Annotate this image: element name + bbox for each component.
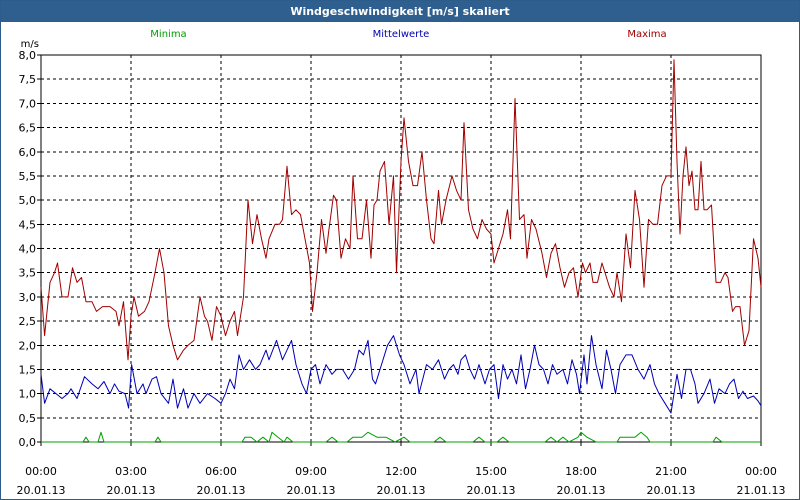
y-tick-label: 3,0 bbox=[19, 291, 37, 304]
x-tick-date-label: 21.01.13 bbox=[737, 484, 786, 497]
chart-svg: 0,0 0,5 1,0 1,5 2,0 2,5 3,0 3,5 4,0 4,5 5,0 5,5 6,0 6… bbox=[17, 29, 786, 497]
y-tick-label: 0,5 bbox=[19, 412, 37, 425]
series-line-mittelwerte bbox=[40, 335, 762, 414]
y-tick-label: 1,5 bbox=[19, 363, 37, 376]
title-bar: Windgeschwindigkeit [m/s] skaliert bbox=[1, 1, 799, 22]
x-tick-date-label: 20.01.13 bbox=[647, 484, 696, 497]
x-tick-time-label: 12:00 bbox=[385, 465, 417, 478]
y-tick-label: 8,0 bbox=[19, 49, 37, 62]
legend-label-maxima: Maxima bbox=[627, 29, 666, 40]
y-tick-label: 2,5 bbox=[19, 315, 37, 328]
y-tick-label: 2,0 bbox=[19, 339, 37, 352]
x-tick-date-label: 20.01.13 bbox=[377, 484, 426, 497]
x-tick-time-label: 00:00 bbox=[25, 465, 57, 478]
y-tick-label: 7,0 bbox=[19, 97, 37, 110]
y-tick-label: 1,0 bbox=[19, 388, 37, 401]
x-tick-date-label: 20.01.13 bbox=[287, 484, 336, 497]
x-tick-time-label: 09:00 bbox=[295, 465, 327, 478]
x-tick-date-label: 20.01.13 bbox=[557, 484, 606, 497]
y-tick-label: 5,0 bbox=[19, 194, 37, 207]
x-tick-time-label: 18:00 bbox=[565, 465, 597, 478]
y-tick-label: 7,5 bbox=[19, 73, 37, 86]
y-tick-label: 4,0 bbox=[19, 243, 37, 256]
x-tick-time-label: 03:00 bbox=[115, 465, 147, 478]
y-tick-label: 6,5 bbox=[19, 122, 37, 135]
series-line-maxima bbox=[40, 59, 762, 361]
y-tick-label: 0,0 bbox=[19, 436, 37, 449]
legend-label-mittelwerte: Mittelwerte bbox=[373, 29, 430, 40]
y-axis-label: m/s bbox=[21, 39, 39, 50]
x-tick-date-label: 20.01.13 bbox=[197, 484, 246, 497]
x-tick-time-label: 21:00 bbox=[655, 465, 687, 478]
y-tick-label: 4,5 bbox=[19, 218, 37, 231]
x-tick-time-label: 00:00 bbox=[745, 465, 777, 478]
x-tick-date-label: 20.01.13 bbox=[467, 484, 516, 497]
series-line-minima bbox=[41, 431, 761, 443]
y-tick-label: 6,0 bbox=[19, 146, 37, 159]
y-tick-label: 5,5 bbox=[19, 170, 37, 183]
x-tick-date-label: 20.01.13 bbox=[17, 484, 66, 497]
legend-label-minima: Minima bbox=[150, 29, 186, 40]
x-tick-time-label: 15:00 bbox=[475, 465, 507, 478]
window-title: Windgeschwindigkeit [m/s] skaliert bbox=[290, 5, 510, 18]
x-tick-date-label: 20.01.13 bbox=[107, 484, 156, 497]
x-tick-time-label: 06:00 bbox=[205, 465, 237, 478]
y-tick-label: 3,5 bbox=[19, 267, 37, 280]
